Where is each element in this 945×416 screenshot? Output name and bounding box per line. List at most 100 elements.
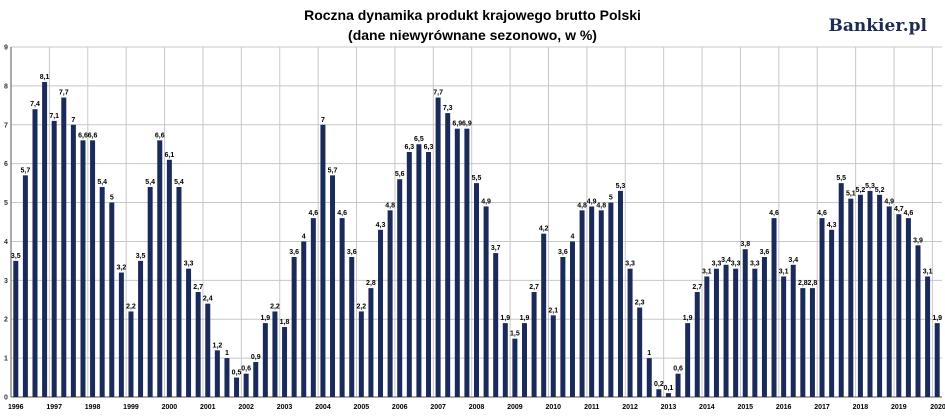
bar	[598, 210, 604, 397]
bar	[186, 268, 192, 397]
data-label: 4,8	[577, 202, 587, 209]
x-tick-label: 2009	[507, 404, 523, 411]
data-label: 2,8	[808, 280, 818, 287]
data-label: 0,2	[654, 381, 664, 388]
x-tick-label: 2015	[737, 404, 753, 411]
data-label: 3,6	[289, 249, 299, 256]
data-label: 1	[225, 350, 229, 357]
data-label: 0,6	[673, 366, 683, 373]
y-tick-label: 2	[4, 317, 8, 324]
bar	[550, 315, 556, 397]
data-label: 2,1	[548, 307, 558, 314]
bar	[99, 187, 105, 397]
bar	[234, 377, 240, 397]
bar	[128, 311, 134, 397]
bar	[262, 323, 268, 397]
data-label: 5	[110, 195, 114, 202]
bar	[579, 210, 585, 397]
data-label: 1,8	[280, 319, 290, 326]
data-label: 5,4	[145, 179, 155, 186]
bar	[675, 373, 681, 397]
data-label: 3,5	[136, 253, 146, 260]
data-label: 6,6	[78, 132, 88, 139]
bar	[474, 183, 479, 397]
bar	[464, 128, 470, 397]
bar	[445, 113, 451, 397]
bar	[349, 257, 355, 397]
data-label: 6,1	[164, 152, 174, 159]
bar	[416, 144, 422, 397]
bar	[243, 373, 249, 397]
bar	[22, 175, 28, 397]
bar	[915, 245, 921, 397]
data-label: 7,4	[30, 101, 40, 108]
bar	[809, 288, 815, 397]
data-label: 6,6	[155, 132, 165, 139]
brand-logo: Bankier.pl	[828, 16, 927, 36]
data-label: 5,6	[395, 171, 405, 178]
data-label: 0,1	[664, 385, 674, 392]
x-tick-label: 2017	[814, 404, 830, 411]
bar	[512, 338, 518, 397]
bar	[339, 218, 345, 397]
data-label: 5,2	[875, 187, 885, 194]
bar	[387, 210, 393, 397]
data-label: 4,6	[769, 210, 779, 217]
bar	[723, 264, 729, 397]
bar	[752, 268, 758, 397]
data-label: 5	[609, 195, 613, 202]
bar	[560, 257, 566, 397]
data-label: 6,9	[462, 121, 472, 128]
bar	[608, 202, 614, 397]
data-label: 4,8	[385, 202, 395, 209]
bar	[819, 218, 825, 397]
bar	[61, 97, 67, 398]
x-tick-label: 2010	[545, 404, 561, 411]
bar	[80, 140, 86, 398]
bar	[138, 260, 144, 397]
bar	[51, 120, 57, 397]
data-label: 5,4	[174, 179, 184, 186]
data-label: 4,7	[894, 206, 904, 213]
bar	[320, 124, 326, 398]
bar	[118, 272, 124, 397]
bar	[90, 140, 96, 398]
data-label: 1,9	[683, 315, 693, 322]
data-label: 1,9	[520, 315, 530, 322]
bar	[877, 194, 883, 397]
y-tick-label: 0	[4, 395, 8, 402]
data-label: 3,3	[184, 261, 194, 268]
bar	[13, 260, 19, 397]
bar	[848, 198, 854, 397]
data-label: 2,8	[798, 280, 808, 287]
data-label: 2,7	[193, 284, 203, 291]
bar	[713, 268, 719, 397]
data-label: 5,2	[856, 187, 866, 194]
x-tick-label: 2007	[430, 404, 446, 411]
x-tick-label: 2006	[392, 404, 408, 411]
x-tick-label: 2012	[622, 404, 638, 411]
data-label: 4,6	[904, 210, 914, 217]
bar	[291, 257, 297, 397]
bar	[205, 303, 211, 397]
data-label: 5,5	[472, 175, 482, 182]
data-label: 1,5	[510, 331, 520, 338]
data-label: 1,9	[500, 315, 510, 322]
data-label: 2,2	[270, 303, 280, 310]
data-label: 4,3	[827, 222, 837, 229]
data-label: 4,9	[481, 198, 491, 205]
bar	[704, 276, 710, 397]
data-label: 7	[321, 117, 325, 124]
data-label: 3,6	[760, 249, 770, 256]
data-label: 5,4	[97, 179, 107, 186]
bar	[176, 187, 182, 397]
bar	[272, 311, 278, 397]
y-tick-label: 9	[4, 45, 8, 52]
data-label: 3,1	[779, 268, 789, 275]
data-label: 3,6	[347, 249, 357, 256]
bar	[857, 194, 863, 397]
bar	[32, 109, 38, 397]
bar	[694, 292, 700, 397]
data-label: 3,9	[913, 237, 923, 244]
